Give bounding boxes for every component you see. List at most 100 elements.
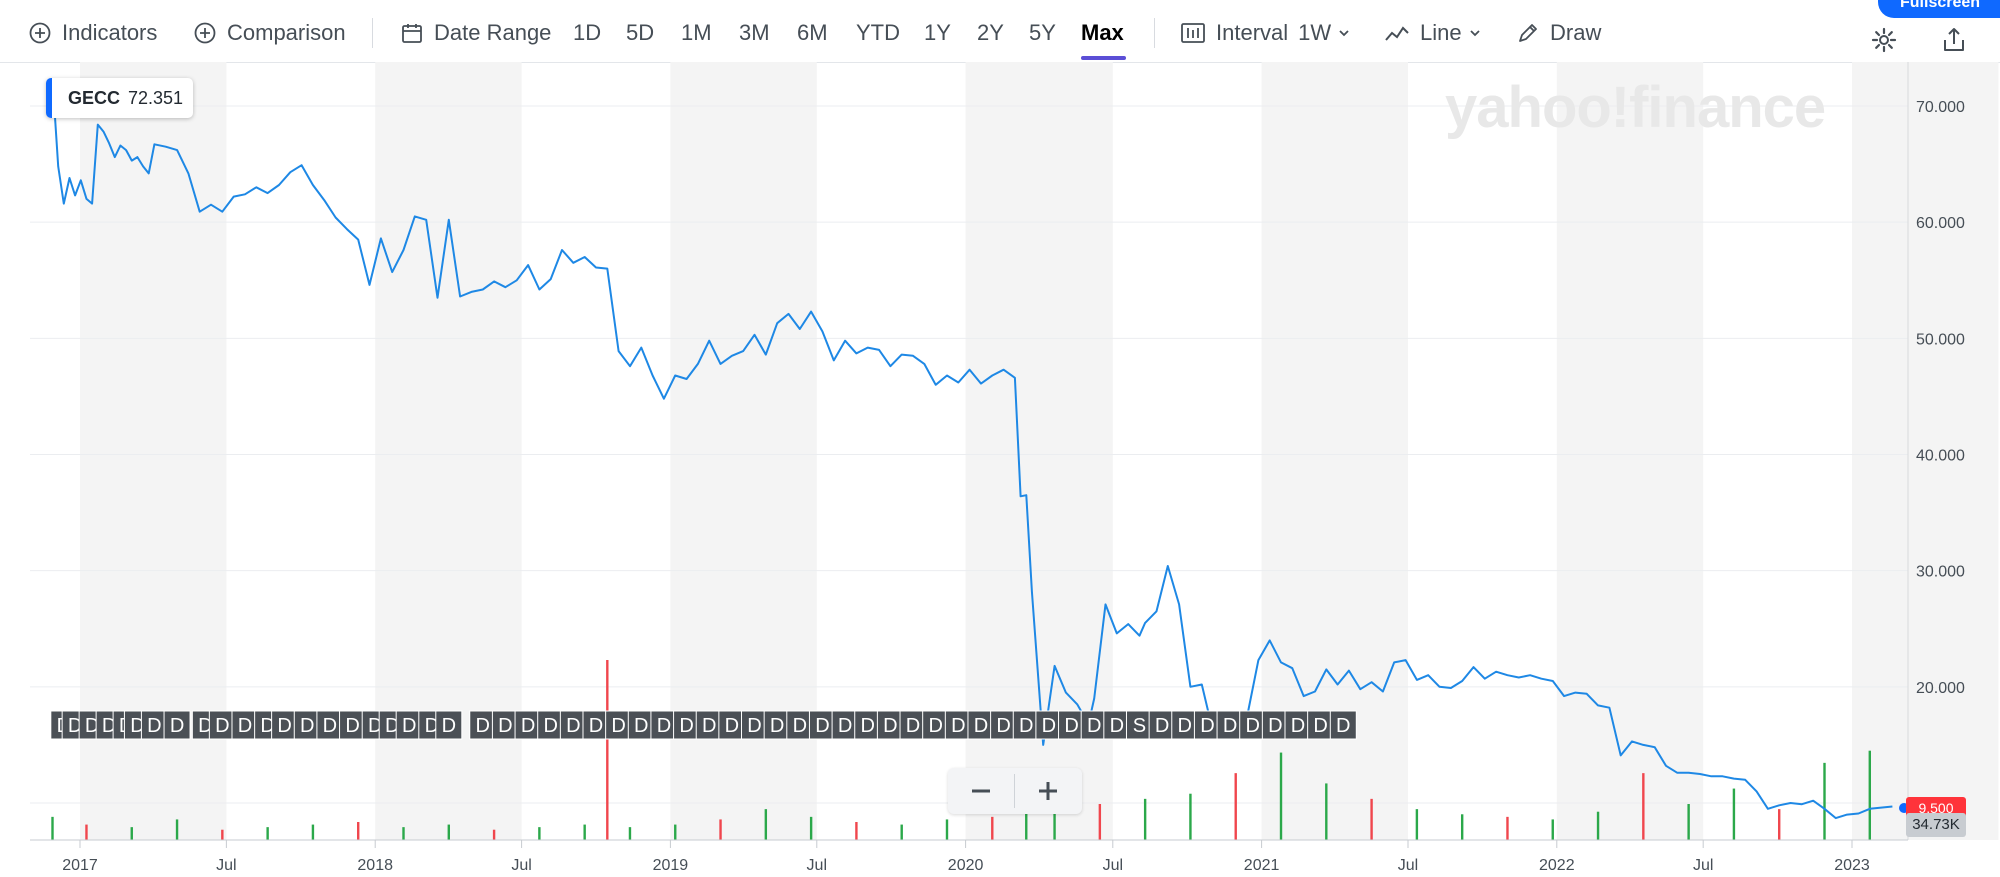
range-6m[interactable]: 6M [797,20,828,45]
draw-button[interactable]: Draw [1516,18,1601,48]
y-tick-label: 60.000 [1916,215,1965,232]
dividend-marker: D [339,710,367,740]
dividend-marker-box [967,710,995,740]
y-tick-label: 50.000 [1916,331,1965,348]
price-line [51,78,1893,820]
interval-label: Interval [1216,20,1289,45]
dividend-marker: D [967,710,995,740]
dividend-marker-label: D [498,715,512,737]
zoom-in-button[interactable] [1015,768,1081,814]
volume-bar [1415,809,1419,840]
dividend-marker-box [1284,710,1312,740]
range-5y[interactable]: 5Y [1029,20,1056,45]
line-chart-icon [1385,26,1409,41]
dividend-marker-label: D [476,715,490,737]
dividend-marker-box [1171,710,1199,740]
dividend-marker: D [786,710,814,740]
volume-bar [1642,773,1645,840]
dividend-marker: D [1307,710,1335,740]
dividend-marker-label: D [1336,715,1350,737]
chevron-down-icon [1339,30,1349,37]
dividend-marker-box [1261,710,1289,740]
date-range-button[interactable]: Date Range [400,18,551,48]
interval-button[interactable]: Interval 1W [1180,18,1351,48]
dividend-marker-box [395,710,423,740]
dividend-marker-label: D [883,715,897,737]
calendar-icon [402,24,422,43]
pencil-icon [1519,24,1537,42]
dividend-marker-label: D [215,715,229,737]
dividend-marker: D [491,710,519,740]
dividend-marker-label: D [277,715,291,737]
y-tick-label: 70.000 [1916,99,1965,116]
volume-bar [855,822,858,840]
dividend-marker: D [514,710,542,740]
volume-bar [402,827,405,840]
range-ytd[interactable]: YTD [856,20,900,45]
chart-type-label: Line [1420,20,1462,45]
volume-bar [221,829,224,840]
volume-bar [492,829,496,840]
dividend-marker: D [395,710,423,740]
series-legend[interactable]: GECC 72.351 [46,78,194,118]
dividend-marker: D [537,710,565,740]
dividend-marker-box [763,710,791,740]
period-band [1261,62,1408,840]
range-1m[interactable]: 1M [681,20,712,45]
range-max[interactable]: Max [1081,20,1124,45]
period-band [375,62,522,840]
dividend-marker-label: D [521,715,535,737]
dividend-marker-box [435,710,463,740]
share-button[interactable] [1940,26,1968,54]
comparison-button[interactable]: Comparison [193,18,346,48]
dividend-marker-box [1012,710,1040,740]
range-5d[interactable]: 5D [626,20,655,45]
range-1d[interactable]: 1D [573,20,602,45]
dividend-marker: D [741,710,769,740]
dividend-marker-box [650,710,678,740]
price-series [51,78,1893,820]
legend-color-bar [46,78,52,118]
dividend-marker: D [899,710,927,740]
volume-bar [1325,783,1328,840]
dividend-marker-label: D [543,715,557,737]
volume-bar [1189,793,1192,840]
dividend-marker-box [786,710,814,740]
dividend-marker-box [899,710,927,740]
dividend-marker: D [990,710,1018,740]
range-1y[interactable]: 1Y [924,20,951,45]
dividend-marker: D [1080,710,1108,740]
volume-bar [538,827,541,840]
volume-bar [1053,809,1056,840]
dividend-marker-label: D [402,715,416,737]
background-bands [80,62,1999,840]
dividend-marker: D [763,710,791,740]
fullscreen-button[interactable]: Fullscreen [1878,0,2000,18]
y-tick-label: 40.000 [1916,448,1965,465]
y-tick-label: 30.000 [1916,564,1965,581]
volume-bar [606,660,609,840]
x-tick-label: Jul [1103,857,1123,874]
dividend-marker: D [582,710,610,740]
dividend-marker-label: D [1019,715,1033,737]
dividend-marker: D [1239,710,1267,740]
dividend-marker: D [208,710,236,740]
volume-bars [51,660,1871,840]
settings-button[interactable] [1870,26,1898,54]
dividend-marker: D [1012,710,1040,740]
volume-bar [266,827,269,840]
range-3m[interactable]: 3M [739,20,770,45]
dividend-marker-label: D [323,715,337,737]
period-band [965,62,1113,840]
range-2y[interactable]: 2Y [977,20,1004,45]
volume-bar [85,824,88,840]
dividend-marker: S [1125,710,1153,740]
indicators-button[interactable]: Indicators [28,18,157,48]
volume-bar [447,824,450,840]
volume-bar [1234,773,1237,840]
chart-type-button[interactable]: Line [1384,18,1482,48]
zoom-out-button[interactable] [948,768,1014,814]
chart-toolbar: Indicators Comparison Date Range 1D 5D 1… [0,0,2000,63]
grid-lines [30,105,1908,804]
